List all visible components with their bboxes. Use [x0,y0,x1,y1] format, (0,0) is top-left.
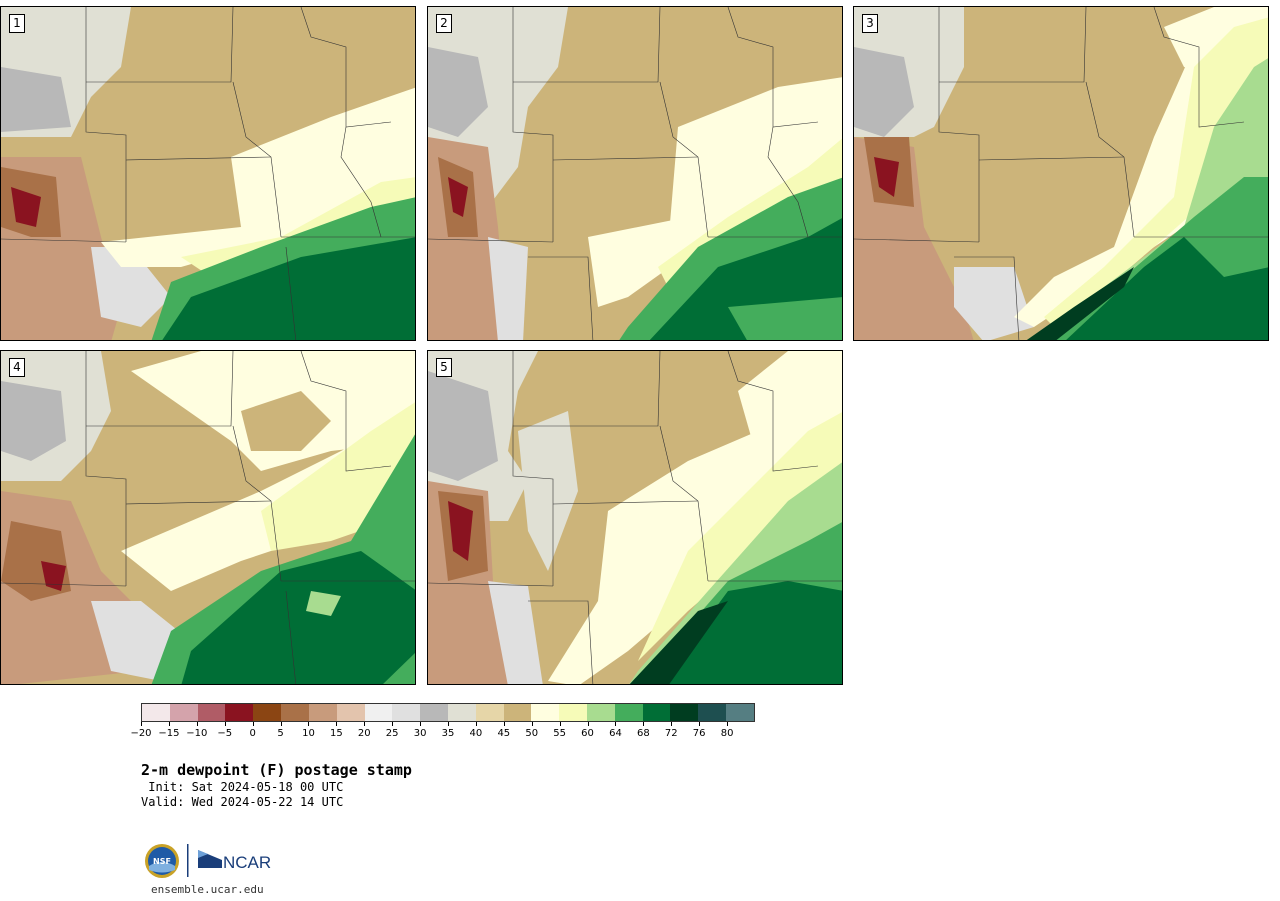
colorbar-tick [420,722,422,726]
colorbar-tick [727,722,729,726]
colorbar-tick-label: 76 [692,728,706,739]
colorbar-swatch [336,704,365,721]
colorbar-tick-label: 35 [441,728,455,739]
panel-number: 1 [9,14,25,33]
colorbar-tick-label: 50 [525,728,539,739]
init-time: Init: Sat 2024-05-18 00 UTC [141,780,344,794]
colorbar [141,703,755,722]
colorbar-swatch [726,704,754,721]
colorbar-tick [280,722,282,726]
colorbar-tick [559,722,561,726]
colorbar-swatch [447,704,476,721]
panel-number: 4 [9,358,25,377]
colorbar-tick [141,722,142,726]
panel-number: 2 [436,14,452,33]
colorbar-tick-label: −10 [186,728,208,739]
colorbar-tick [699,722,701,726]
colorbar-tick [308,722,310,726]
colorbar-tick-label: −20 [130,728,152,739]
colorbar-swatch [281,704,309,721]
colorbar-tick-label: 72 [664,728,678,739]
nsf-logo-text: NSF [153,857,171,866]
figure-title: 2-m dewpoint (F) postage stamp [141,761,412,779]
colorbar-swatch [587,704,615,721]
panel-number: 3 [862,14,878,33]
panel-4: 4 [0,350,416,685]
colorbar-tick [252,722,254,726]
colorbar-tick [475,722,477,726]
panel-number: 5 [436,358,452,377]
colorbar-swatch [642,704,671,721]
colorbar-swatch [197,704,226,721]
colorbar-tick [671,722,673,726]
colorbar-tick-label: −5 [217,728,233,739]
colorbar-tick-label: 40 [469,728,483,739]
colorbar-swatch [503,704,532,721]
colorbar-swatch [670,704,699,721]
ncar-logo: NCAR [198,850,271,872]
colorbar-swatch [614,704,643,721]
colorbar-swatch [559,704,587,721]
colorbar-tick-label: 5 [277,728,284,739]
colorbar-ticks: −20 −15 −10 −5 0 5 10 15 20 25 30 35 40 45 50 55 60 64 68 7… [130,722,755,742]
colorbar-swatch [364,704,393,721]
colorbar-tick [643,722,645,726]
colorbar-tick-label: 64 [609,728,622,739]
logos: NSF NCAR [145,844,271,878]
colorbar-tick [503,722,505,726]
colorbar-tick-label: 15 [329,728,343,739]
colorbar-swatch [308,704,337,721]
colorbar-swatch [225,704,254,721]
panel-2: 2 [427,6,843,341]
colorbar-tick-label: 10 [302,728,315,739]
colorbar-tick [196,722,198,726]
colorbar-swatch [169,704,198,721]
colorbar-tick [168,722,170,726]
colorbar-tick-label: 80 [720,728,734,739]
colorbar-swatch [420,704,448,721]
colorbar-tick [392,722,394,726]
colorbar-swatch [392,704,421,721]
panel-1: 1 [0,6,416,341]
colorbar-tick-label: 68 [636,728,650,739]
colorbar-swatch [698,704,727,721]
colorbar-tick-label: 25 [385,728,399,739]
colorbar-tick [364,722,366,726]
colorbar-tick-label: 55 [553,728,566,739]
colorbar-tick-label: 60 [581,728,594,739]
colorbar-swatch [253,704,282,721]
colorbar-tick-label: −15 [158,728,180,739]
site-url: ensemble.ucar.edu [151,883,264,896]
ncar-logo-text: NCAR [223,853,271,872]
colorbar-swatch [142,704,170,721]
colorbar-tick [587,722,589,726]
colorbar-tick [531,722,533,726]
colorbar-tick-label: 45 [497,728,511,739]
colorbar-tick [615,722,617,726]
colorbar-tick-label: 30 [413,728,427,739]
colorbar-tick-label: 0 [249,728,256,739]
colorbar-tick [336,722,338,726]
panel-5: 5 [427,350,843,685]
colorbar-tick-label: 20 [357,728,371,739]
colorbar-swatch [531,704,560,721]
panel-3: 3 [853,6,1269,341]
colorbar-tick [224,722,226,726]
colorbar-tick [448,722,449,726]
nsf-logo: NSF [145,844,179,878]
valid-time: Valid: Wed 2024-05-22 14 UTC [141,795,344,809]
colorbar-swatch [475,704,504,721]
